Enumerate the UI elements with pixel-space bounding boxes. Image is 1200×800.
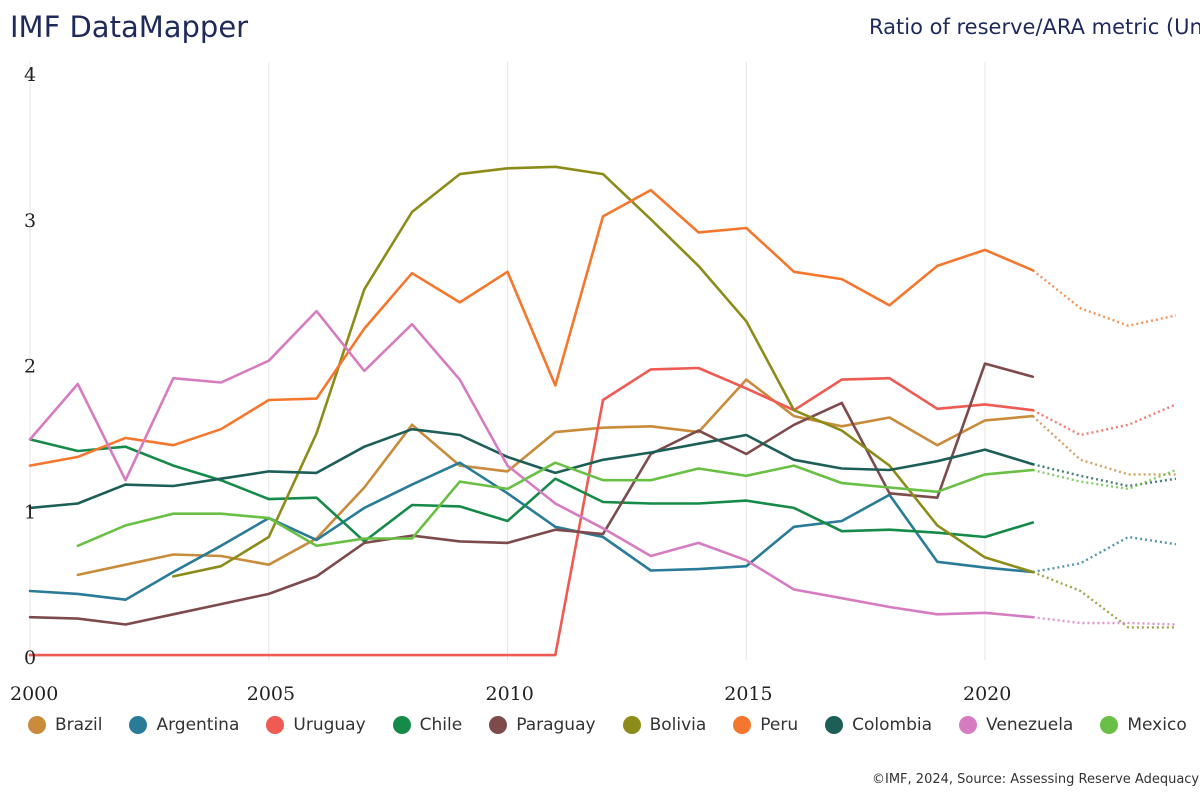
legend-label: Bolivia: [649, 715, 707, 735]
legend-item-argentina[interactable]: Argentina: [129, 715, 239, 735]
y-tick-label: 3: [24, 210, 36, 232]
series-projection-mexico[interactable]: [1032, 468, 1177, 491]
legend-label: Chile: [419, 715, 463, 735]
series-projection-argentina[interactable]: [1032, 535, 1177, 574]
series-projection-uruguay[interactable]: [1032, 403, 1177, 437]
legend-label: Argentina: [156, 715, 240, 735]
legend-item-colombia[interactable]: Colombia: [825, 715, 932, 735]
x-tick-label: 2010: [486, 683, 534, 705]
series-line-argentina[interactable]: [28, 461, 1035, 602]
legend-label: Paraguay: [516, 715, 596, 735]
legend-dot-icon: [825, 716, 844, 734]
legend-dot-icon: [733, 716, 752, 734]
x-axis: 2000 2005 2010 2015 2020: [10, 683, 1011, 705]
series-line-mexico[interactable]: [76, 461, 1035, 548]
legend-dot-icon: [489, 716, 508, 734]
x-tick-label: 2015: [724, 683, 772, 705]
y-tick-label: 1: [24, 501, 36, 523]
app-title: IMF DataMapper: [10, 10, 249, 44]
legend-item-peru[interactable]: Peru: [733, 715, 798, 735]
legend-label: Mexico: [1127, 715, 1187, 735]
legend-item-uruguay[interactable]: Uruguay: [266, 715, 366, 735]
legend-dot-icon: [28, 716, 46, 734]
legend-label: Venezuela: [986, 715, 1074, 735]
legend-item-venezuela[interactable]: Venezuela: [959, 715, 1073, 735]
series-projection-brazil[interactable]: [1031, 415, 1176, 476]
legend-label: Peru: [760, 715, 799, 735]
legend-dot-icon: [266, 716, 285, 734]
x-tick-label: 2020: [963, 683, 1011, 705]
series-line-paraguay[interactable]: [28, 362, 1035, 626]
legend-item-brazil[interactable]: Brazil: [28, 715, 102, 735]
y-axis: 0 1 2 3 4: [24, 64, 36, 669]
legend-dot-icon: [622, 716, 641, 734]
series-lines: [28, 165, 1177, 657]
series-projection-peru[interactable]: [1032, 269, 1177, 327]
legend-dot-icon: [959, 716, 978, 734]
legend-label: Colombia: [852, 715, 933, 735]
y-tick-label: 4: [24, 64, 36, 86]
chart-title: Ratio of reserve/ARA metric (Uni: [869, 15, 1200, 39]
series-line-peru[interactable]: [28, 188, 1035, 467]
series-projection-bolivia[interactable]: [1032, 570, 1176, 629]
x-tick-label: 2005: [247, 683, 295, 705]
legend: Brazil Argentina Uruguay Chile Paraguay Boliv…: [28, 715, 1200, 735]
series-projection-venezuela[interactable]: [1032, 616, 1177, 626]
legend-item-paraguay[interactable]: Paraguay: [489, 715, 596, 735]
series-line-colombia[interactable]: [28, 427, 1035, 510]
legend-item-chile[interactable]: Chile: [392, 715, 463, 735]
legend-dot-icon: [1100, 716, 1119, 734]
series-line-brazil[interactable]: [76, 378, 1035, 577]
series-line-chile[interactable]: [28, 438, 1035, 543]
series-line-venezuela[interactable]: [28, 309, 1035, 619]
legend-dot-icon: [392, 716, 411, 734]
legend-label: Brazil: [55, 715, 103, 735]
legend-dot-icon: [129, 716, 148, 734]
y-tick-label: 2: [24, 356, 36, 378]
series-line-uruguay[interactable]: [28, 366, 1035, 657]
legend-label: Uruguay: [293, 715, 366, 735]
y-tick-label: 0: [24, 647, 36, 669]
source-footer: ©IMF, 2024, Source: Assessing Reserve Ad…: [872, 772, 1200, 787]
grid: [29, 62, 986, 660]
x-tick-label: 2000: [10, 683, 58, 705]
legend-item-bolivia[interactable]: Bolivia: [622, 715, 707, 735]
series-line-bolivia[interactable]: [172, 165, 1035, 578]
legend-item-mexico[interactable]: Mexico: [1100, 715, 1187, 735]
